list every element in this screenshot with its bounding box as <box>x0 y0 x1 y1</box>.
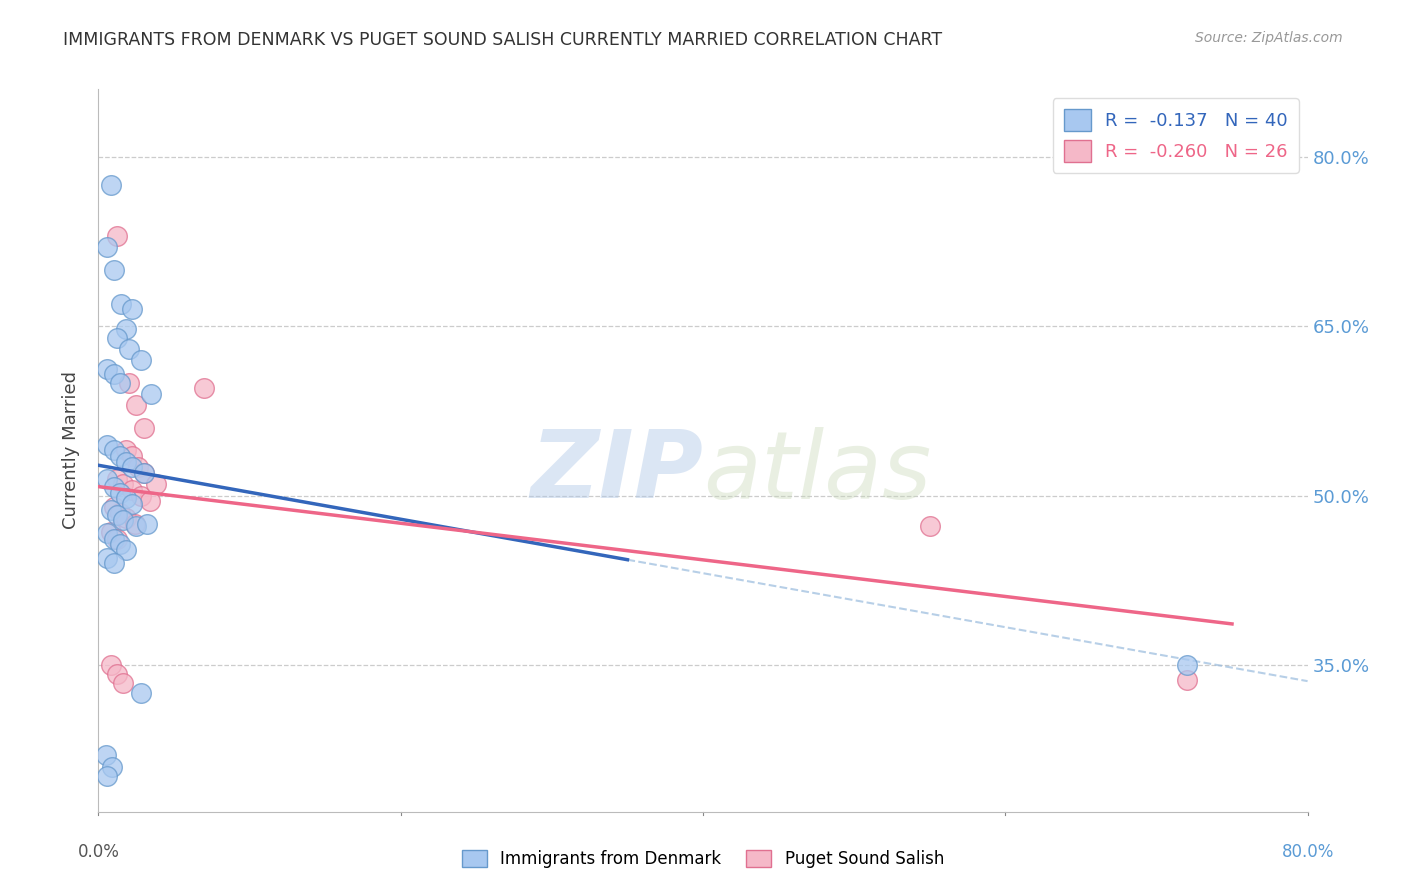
Point <box>103 557 125 571</box>
Point <box>121 449 143 463</box>
Point <box>193 381 215 395</box>
Point <box>96 525 118 540</box>
Point <box>105 330 128 344</box>
Point <box>121 496 143 510</box>
Point <box>96 768 118 783</box>
Point <box>114 542 136 557</box>
Y-axis label: Currently Married: Currently Married <box>62 371 80 530</box>
Point <box>100 657 122 672</box>
Point <box>103 500 125 514</box>
Point <box>1175 657 1198 672</box>
Point <box>108 376 131 390</box>
Point <box>135 516 157 531</box>
Point <box>125 398 148 412</box>
Legend: R =  -0.137   N = 40, R =  -0.260   N = 26: R = -0.137 N = 40, R = -0.260 N = 26 <box>1053 98 1299 173</box>
Text: Source: ZipAtlas.com: Source: ZipAtlas.com <box>1195 31 1343 45</box>
Text: IMMIGRANTS FROM DENMARK VS PUGET SOUND SALISH CURRENTLY MARRIED CORRELATION CHAR: IMMIGRANTS FROM DENMARK VS PUGET SOUND S… <box>63 31 942 49</box>
Point <box>110 296 132 310</box>
Point <box>105 532 128 546</box>
Text: atlas: atlas <box>703 426 931 517</box>
Text: 0.0%: 0.0% <box>77 843 120 862</box>
Point <box>127 460 149 475</box>
Point <box>96 240 118 254</box>
Point <box>114 491 136 505</box>
Legend: Immigrants from Denmark, Puget Sound Salish: Immigrants from Denmark, Puget Sound Sal… <box>456 843 950 875</box>
Point <box>103 532 125 546</box>
Point <box>96 472 118 486</box>
Point <box>918 519 941 533</box>
Point <box>105 472 128 486</box>
Text: 80.0%: 80.0% <box>1281 843 1334 862</box>
Point <box>132 466 155 480</box>
Point <box>108 537 131 551</box>
Point <box>108 506 131 520</box>
Point <box>141 387 163 401</box>
Point <box>121 483 143 497</box>
Point <box>96 362 118 376</box>
Point <box>111 513 134 527</box>
Point <box>145 477 167 491</box>
Point <box>94 748 117 763</box>
Point <box>100 503 122 517</box>
Point <box>96 438 118 452</box>
Point <box>103 443 125 458</box>
Point <box>124 516 146 531</box>
Point <box>114 321 136 335</box>
Point <box>121 460 143 475</box>
Point <box>129 686 152 700</box>
Point <box>118 376 141 390</box>
Point <box>108 449 131 463</box>
Point <box>103 479 125 493</box>
Point <box>132 421 155 435</box>
Point <box>129 489 152 503</box>
Point <box>139 494 162 508</box>
Point <box>100 524 122 539</box>
Point <box>129 353 152 368</box>
Point <box>105 508 128 522</box>
Point <box>103 367 125 381</box>
Point <box>114 511 136 525</box>
Point <box>132 466 155 480</box>
Point <box>125 519 148 533</box>
Point <box>121 302 143 317</box>
Point <box>101 759 124 773</box>
Point <box>111 477 134 491</box>
Point <box>105 229 128 244</box>
Point <box>111 676 134 690</box>
Point <box>114 443 136 458</box>
Point <box>100 178 122 193</box>
Point <box>1175 673 1198 687</box>
Point <box>103 262 125 277</box>
Point <box>118 342 141 356</box>
Point <box>96 550 118 565</box>
Point <box>105 667 128 681</box>
Point <box>108 486 131 500</box>
Point <box>114 455 136 469</box>
Text: ZIP: ZIP <box>530 426 703 518</box>
